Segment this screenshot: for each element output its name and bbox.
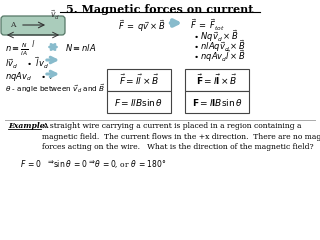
Text: A: A — [10, 21, 16, 29]
Text: $\vec{v}_d$: $\vec{v}_d$ — [50, 9, 60, 22]
Text: $N \equiv nlA$: $N \equiv nlA$ — [65, 42, 96, 53]
Text: $\sin\theta\; =0$: $\sin\theta\; =0$ — [53, 158, 88, 169]
FancyBboxPatch shape — [1, 16, 65, 35]
FancyBboxPatch shape — [185, 69, 249, 91]
Text: $\bullet\; Nq\vec{v}_d \times \vec{B}$: $\bullet\; Nq\vec{v}_d \times \vec{B}$ — [193, 28, 239, 44]
Text: $\mathbf{\vec{F}} = I\mathbf{\vec{l}} \times \vec{B}$: $\mathbf{\vec{F}} = I\mathbf{\vec{l}} \t… — [196, 73, 238, 87]
Text: $\vec{F} \;=\; \vec{F}_{tot}$: $\vec{F} \;=\; \vec{F}_{tot}$ — [190, 18, 225, 33]
FancyBboxPatch shape — [185, 91, 249, 113]
Text: $\bullet\; nqAv_d\vec{l} \times \vec{B}$: $\bullet\; nqAv_d\vec{l} \times \vec{B}$ — [193, 48, 246, 64]
Text: $\mathbf{F} = I\mathbf{l}B\sin\theta$: $\mathbf{F} = I\mathbf{l}B\sin\theta$ — [192, 96, 243, 108]
Text: $n \equiv \frac{N}{lA}$: $n \equiv \frac{N}{lA}$ — [5, 42, 28, 58]
Text: $F\; =0$: $F\; =0$ — [20, 158, 42, 169]
Text: $\theta\; =0$, or $\theta\; =180°$: $\theta\; =0$, or $\theta\; =180°$ — [94, 158, 166, 170]
Text: $\bullet\; nlAq\vec{v}_d \times \vec{B}$: $\bullet\; nlAq\vec{v}_d \times \vec{B}$ — [193, 38, 246, 54]
Text: A straight wire carrying a current is placed in a region containing a
magnetic f: A straight wire carrying a current is pl… — [42, 122, 320, 151]
Text: $\theta$ - angle between $\vec{v}_d$ and $\vec{B}$: $\theta$ - angle between $\vec{v}_d$ and… — [5, 82, 105, 95]
Text: Example:: Example: — [8, 122, 47, 130]
FancyBboxPatch shape — [107, 69, 171, 91]
Text: $l$: $l$ — [31, 38, 35, 49]
Text: $\Rightarrow$: $\Rightarrow$ — [87, 158, 96, 165]
Text: 5. Magnetic forces on current: 5. Magnetic forces on current — [66, 4, 254, 15]
FancyBboxPatch shape — [107, 91, 171, 113]
Text: $nqAv_d \quad \bullet\; I$: $nqAv_d \quad \bullet\; I$ — [5, 70, 53, 83]
Text: $\vec{F} \;=\; q\vec{v} \times \vec{B}$: $\vec{F} \;=\; q\vec{v} \times \vec{B}$ — [118, 18, 165, 34]
Text: $\vec{F} = I\vec{l} \times \vec{B}$: $\vec{F} = I\vec{l} \times \vec{B}$ — [119, 73, 159, 87]
Text: $l\vec{v}_d \quad \bullet\;\vec{l}\,v_d$: $l\vec{v}_d \quad \bullet\;\vec{l}\,v_d$ — [5, 56, 50, 71]
Text: $F = IlB\sin\theta$: $F = IlB\sin\theta$ — [114, 96, 164, 108]
Text: $\Rightarrow$: $\Rightarrow$ — [46, 158, 55, 165]
